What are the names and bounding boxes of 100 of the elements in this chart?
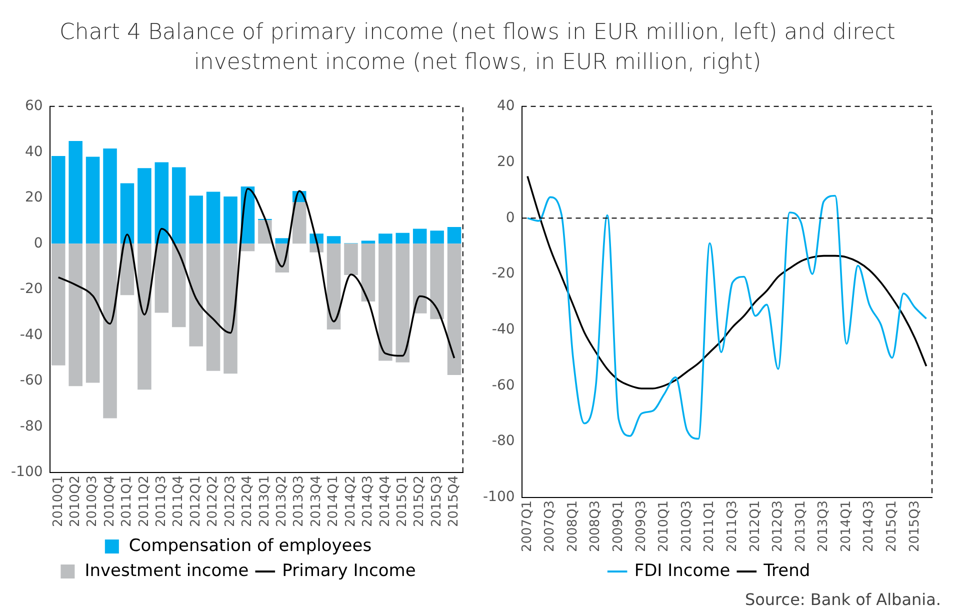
bar xyxy=(154,244,169,313)
x-tick-label: 2015Q3 xyxy=(429,475,444,528)
y-tick-label: -100 xyxy=(10,464,43,480)
x-tick-label: 2013Q3 xyxy=(816,500,832,552)
bar xyxy=(103,244,117,418)
bar xyxy=(275,238,290,244)
source-note: Source: Bank of Albania. xyxy=(744,590,941,609)
x-tick-label: 2010Q3 xyxy=(85,475,100,528)
y-tick-label: -40 xyxy=(20,326,43,343)
legend-label: FDI Income xyxy=(634,560,730,581)
bar xyxy=(326,244,341,330)
bar xyxy=(103,148,117,244)
bar xyxy=(154,162,169,244)
x-tick-label: 2012Q4 xyxy=(240,475,256,528)
x-tick-label: 2014Q1 xyxy=(838,500,854,552)
bar xyxy=(326,236,341,244)
bar xyxy=(396,232,410,244)
x-tick-label: 2015Q2 xyxy=(412,475,428,528)
bar xyxy=(172,167,186,244)
y-tick-label: 0 xyxy=(506,210,515,226)
x-tick-label: 2014Q2 xyxy=(343,475,358,528)
bar xyxy=(361,240,376,244)
bar xyxy=(206,244,220,371)
x-tick-label: 2012Q1 xyxy=(748,500,763,552)
bar xyxy=(447,226,462,244)
bar xyxy=(172,244,186,328)
x-tick-label: 2009Q1 xyxy=(611,500,626,552)
bar xyxy=(138,244,152,390)
y-tick-label: 40 xyxy=(496,98,515,114)
y-tick-label: 0 xyxy=(34,235,43,252)
x-tick-label: 2011Q3 xyxy=(154,475,170,528)
x-tick-label: 2011Q1 xyxy=(120,475,135,528)
bar xyxy=(412,228,427,244)
bar xyxy=(189,196,203,244)
y-tick-label: -20 xyxy=(20,281,43,298)
y-tick-label: 20 xyxy=(496,154,515,170)
x-tick-label: 2014Q4 xyxy=(378,475,393,528)
y-tick-label: -100 xyxy=(482,489,515,506)
x-tick-label: 2010Q2 xyxy=(68,475,83,528)
x-tick-label: 2010Q1 xyxy=(656,500,672,552)
x-tick-label: 2011Q1 xyxy=(702,500,718,552)
x-tick-label: 2008Q1 xyxy=(565,500,580,552)
x-tick-label: 2013Q3 xyxy=(292,475,307,528)
x-tick-label: 2013Q1 xyxy=(793,500,808,552)
x-tick-label: 2008Q3 xyxy=(588,500,604,552)
y-tick-label: 40 xyxy=(24,144,43,160)
x-tick-label: 2007Q3 xyxy=(542,500,558,552)
line-series xyxy=(526,194,928,440)
bar xyxy=(86,156,100,244)
x-tick-label: 2011Q3 xyxy=(724,500,740,552)
x-tick-label: 2012Q1 xyxy=(188,475,204,528)
bar xyxy=(224,244,238,374)
x-tick-label: 2011Q4 xyxy=(171,475,186,528)
x-tick-label: 2010Q4 xyxy=(102,475,118,528)
y-tick-label: -20 xyxy=(492,266,515,282)
bar xyxy=(86,244,100,383)
bar xyxy=(430,230,444,244)
x-tick-label: 2011Q2 xyxy=(136,475,152,528)
x-tick-label: 2015Q1 xyxy=(884,500,900,552)
x-tick-label: 2012Q2 xyxy=(206,475,221,528)
x-tick-label: 2014Q3 xyxy=(862,500,877,552)
y-tick-label: -60 xyxy=(20,372,43,389)
x-tick-label: 2009Q3 xyxy=(634,500,649,552)
legend-label: Compensation of employees xyxy=(128,536,372,556)
bar xyxy=(240,244,255,252)
bar xyxy=(51,156,66,244)
y-tick-label: -40 xyxy=(492,321,515,338)
x-tick-label: 2015Q3 xyxy=(907,500,922,552)
x-tick-label: 2013Q4 xyxy=(308,475,324,528)
bar xyxy=(447,244,462,375)
legend-label: Trend xyxy=(762,560,810,581)
x-tick-label: 2013Q1 xyxy=(257,475,272,528)
bar xyxy=(378,244,392,361)
x-tick-label: 2007Q1 xyxy=(520,500,535,552)
y-tick-label: -80 xyxy=(492,433,515,450)
legend-label: Investment income xyxy=(84,560,249,581)
bar xyxy=(224,196,238,244)
x-tick-label: 2012Q3 xyxy=(770,500,786,552)
bar xyxy=(51,244,66,366)
bar xyxy=(68,244,82,386)
x-tick-label: 2015Q4 xyxy=(446,475,462,528)
x-tick-label: 2014Q1 xyxy=(326,475,342,528)
bar xyxy=(189,244,203,346)
legend-label: Primary Income xyxy=(282,560,416,581)
bar xyxy=(120,183,134,244)
y-tick-label: 60 xyxy=(24,98,43,114)
bar xyxy=(138,168,152,244)
y-tick-label: 20 xyxy=(24,190,43,206)
y-tick-label: -80 xyxy=(20,418,43,434)
bar xyxy=(412,244,427,314)
x-tick-label: 2015Q1 xyxy=(395,475,410,528)
bar xyxy=(430,244,444,320)
x-tick-label: 2010Q3 xyxy=(679,500,694,552)
x-tick-label: 2012Q3 xyxy=(222,475,238,528)
bar xyxy=(396,244,410,362)
bar xyxy=(68,140,82,244)
line-series xyxy=(57,188,456,359)
bar xyxy=(206,192,220,244)
bar xyxy=(361,244,376,302)
x-tick-label: 2010Q1 xyxy=(50,475,66,528)
